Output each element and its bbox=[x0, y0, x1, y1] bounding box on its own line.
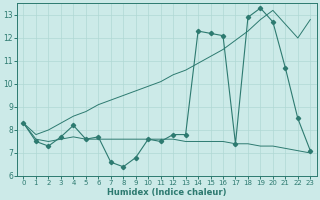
X-axis label: Humidex (Indice chaleur): Humidex (Indice chaleur) bbox=[107, 188, 227, 197]
